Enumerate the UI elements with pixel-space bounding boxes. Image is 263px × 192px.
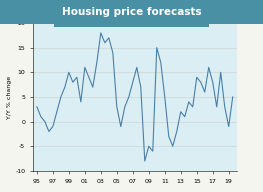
Bar [0, 23, 237, 171]
Text: Housing price forecasts: Housing price forecasts [57, 13, 206, 23]
Y-axis label: Y/Y % change: Y/Y % change [7, 75, 12, 118]
Text: Housing price forecasts: Housing price forecasts [62, 7, 201, 17]
